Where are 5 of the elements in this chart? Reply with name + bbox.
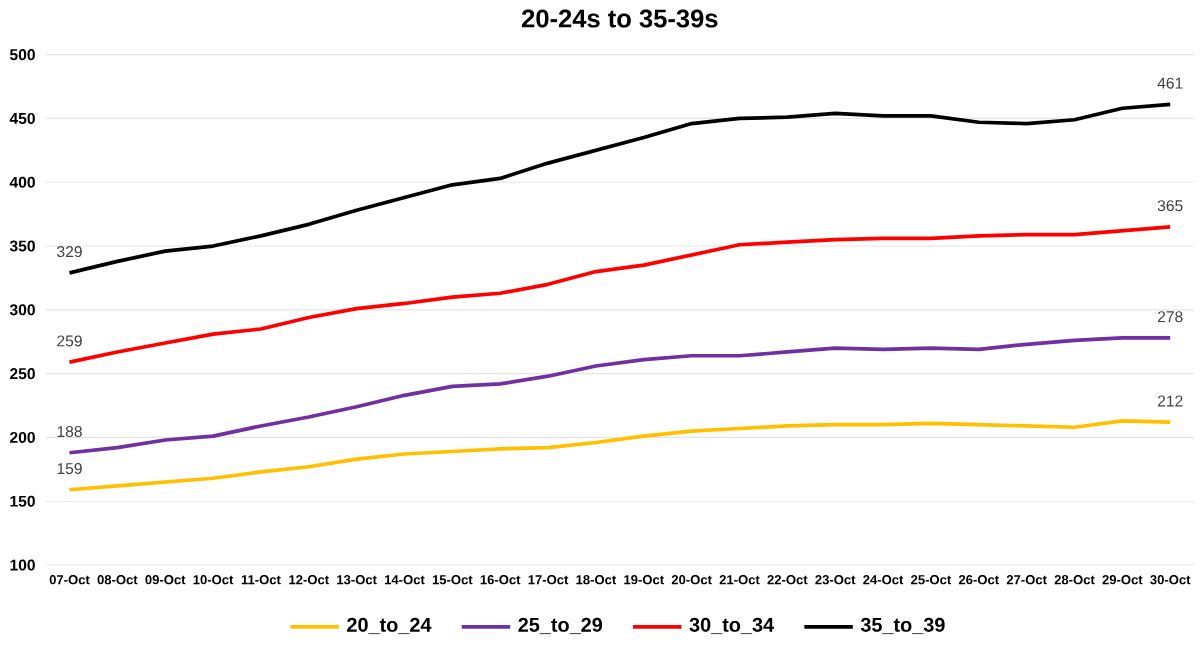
chart-title: 20-24s to 35-39s [522, 9, 718, 28]
legend-label: 20_to_24 [347, 618, 432, 635]
legend-label: 25_to_29 [518, 618, 603, 635]
legend-label: 35_to_39 [860, 618, 945, 635]
legend-label: 30_to_34 [689, 618, 774, 635]
